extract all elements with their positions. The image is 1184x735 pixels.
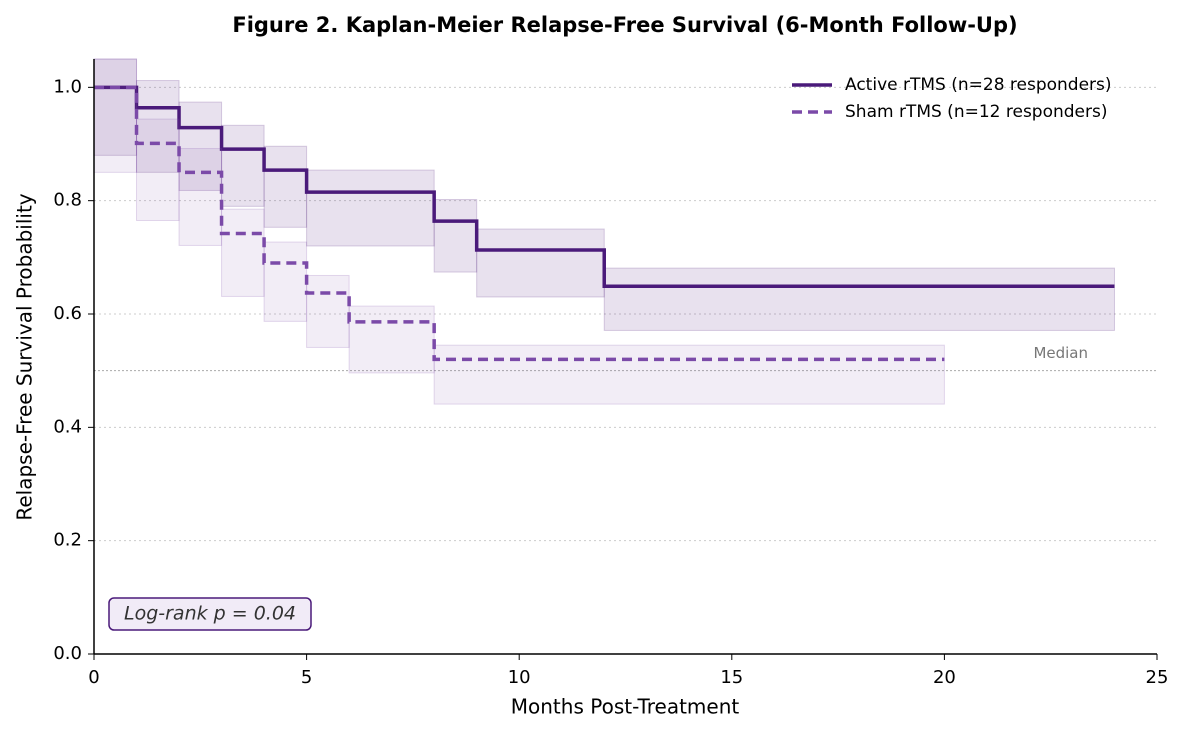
confidence-band — [136, 118, 180, 221]
confidence-band — [178, 148, 223, 246]
confidence-band — [221, 208, 265, 297]
confidence-band — [348, 305, 435, 374]
x-tick-label: 20 — [933, 667, 956, 688]
y-tick-label: 0.4 — [53, 416, 82, 437]
y-tick-label: 0.0 — [53, 643, 82, 664]
confidence-band — [476, 228, 605, 298]
confidence-band — [306, 169, 435, 247]
annotation: Log-rank p = 0.04 — [124, 603, 296, 625]
annotation-box — [108, 597, 312, 631]
confidence-band — [433, 344, 945, 405]
y-axis-label: Relapse-Free Survival Probability — [13, 193, 37, 520]
survival-line — [94, 85, 1115, 288]
reference-label: Median — [1033, 344, 1088, 362]
confidence-band — [433, 199, 478, 273]
confidence-band — [221, 124, 265, 207]
x-tick-label: 0 — [88, 667, 99, 688]
x-tick-label: 5 — [301, 667, 312, 688]
confidence-band — [263, 241, 308, 322]
confidence-band — [263, 145, 308, 228]
confidence-band — [306, 274, 350, 348]
y-tick-label: 0.2 — [53, 530, 82, 551]
chart-title: Figure 2. Kaplan-Meier Relapse-Free Surv… — [232, 13, 1017, 37]
x-axis-label: Months Post-Treatment — [511, 695, 740, 719]
survival-line — [94, 85, 945, 362]
confidence-band — [603, 267, 1115, 331]
y-tick-label: 1.0 — [53, 76, 82, 97]
legend-label: Active rTMS (n=28 responders) — [845, 75, 1112, 95]
x-tick-label: 25 — [1146, 667, 1169, 688]
x-tick-label: 15 — [720, 667, 743, 688]
confidence-band — [93, 58, 138, 173]
x-tick-label: 10 — [508, 667, 531, 688]
legend-label: Sham rTMS (n=12 responders) — [845, 102, 1108, 122]
y-tick-label: 0.8 — [53, 190, 82, 211]
y-tick-label: 0.6 — [53, 303, 82, 324]
